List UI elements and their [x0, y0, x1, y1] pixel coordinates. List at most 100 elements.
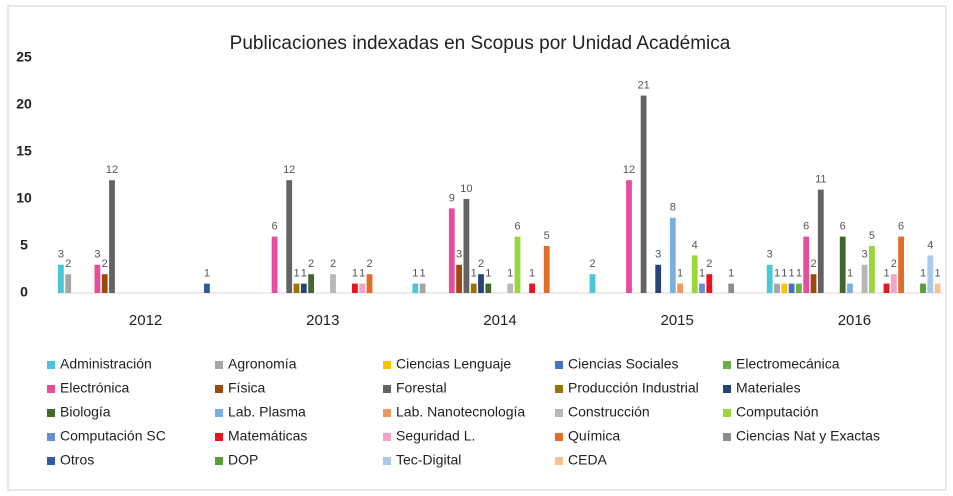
legend-label: Seguridad L. [396, 428, 475, 444]
legend-label: Electromecánica [736, 356, 840, 372]
bar [359, 283, 366, 293]
bar [810, 274, 817, 293]
value-label: 2 [706, 258, 712, 270]
bar [470, 283, 477, 293]
legend-label: Materiales [736, 380, 801, 396]
bar [817, 189, 824, 293]
value-label: 4 [927, 239, 933, 251]
legend-label: Ciencias Lenguaje [396, 356, 511, 372]
legend-swatch [555, 457, 563, 465]
value-label: 1 [293, 268, 299, 280]
value-label: 12 [283, 164, 295, 176]
y-tick-label: 5 [20, 237, 28, 253]
legend-label: Administración [60, 356, 152, 372]
x-tick-label: 2013 [306, 312, 339, 329]
legend-swatch [723, 385, 731, 393]
legend-label: Computación [736, 404, 819, 420]
bar [65, 274, 72, 293]
bar [788, 283, 795, 293]
bar [507, 283, 514, 293]
chart-title: Publicaciones indexadas en Scopus por Un… [230, 33, 731, 54]
legend-swatch [215, 361, 223, 369]
value-label: 1 [781, 268, 787, 280]
value-label: 6 [840, 221, 846, 233]
bar [308, 274, 314, 293]
legend-label: CEDA [568, 452, 608, 468]
legend-swatch [555, 433, 563, 441]
bar [109, 180, 115, 293]
bar [839, 236, 846, 293]
y-tick-label: 10 [16, 190, 32, 206]
bar [204, 283, 210, 293]
value-label: 2 [478, 258, 484, 270]
bar [514, 236, 521, 293]
bar [286, 180, 293, 293]
value-label: 1 [935, 268, 941, 280]
bar [293, 283, 300, 293]
bar [847, 283, 853, 293]
bar [803, 236, 810, 293]
value-label: 1 [883, 268, 889, 280]
legend-swatch [47, 409, 55, 417]
y-tick-label: 15 [16, 143, 32, 159]
legend-swatch [383, 361, 391, 369]
value-label: 1 [471, 268, 477, 280]
x-tick-label: 2014 [483, 312, 516, 329]
value-label: 1 [204, 268, 210, 280]
bar [448, 208, 455, 293]
bar [589, 274, 596, 293]
bar [300, 283, 307, 293]
value-label: 2 [330, 258, 336, 270]
legend-label: Forestal [396, 380, 447, 396]
bar [898, 236, 904, 293]
bar [543, 246, 550, 293]
value-label: 1 [301, 268, 307, 280]
value-label: 10 [460, 183, 472, 195]
value-label: 4 [692, 239, 698, 251]
legend-label: Agronomía [228, 356, 297, 372]
legend-label: Electrónica [60, 380, 129, 396]
bar [478, 274, 484, 293]
chart-frame [7, 5, 947, 491]
value-label: 1 [352, 268, 358, 280]
value-label: 9 [449, 192, 455, 204]
legend-swatch [723, 361, 731, 369]
value-label: 11 [815, 174, 826, 186]
legend-swatch [555, 361, 563, 369]
value-label: 21 [637, 80, 649, 92]
legend-label: Biología [60, 404, 111, 420]
value-label: 1 [796, 268, 802, 280]
bar [94, 264, 101, 293]
y-tick-label: 25 [16, 49, 32, 65]
legend-swatch [723, 433, 731, 441]
value-label: 1 [774, 268, 780, 280]
bar [640, 95, 647, 293]
value-label: 1 [677, 268, 683, 280]
bar [728, 283, 735, 293]
x-tick-label: 2016 [838, 312, 871, 329]
bar [890, 274, 897, 293]
bar [927, 255, 934, 293]
bar [669, 217, 676, 293]
value-label: 12 [106, 164, 118, 176]
x-tick-label: 2015 [661, 312, 694, 329]
legend-label: Química [568, 428, 620, 444]
value-label: 1 [920, 268, 926, 280]
legend-swatch [723, 409, 731, 417]
value-label: 1 [507, 268, 513, 280]
value-label: 3 [94, 249, 100, 261]
legend-label: DOP [228, 452, 258, 468]
value-label: 1 [847, 268, 853, 280]
legend-swatch [215, 457, 223, 465]
legend-label: Producción Industrial [568, 380, 699, 396]
legend-swatch [555, 409, 563, 417]
bar [861, 264, 868, 293]
bar [485, 283, 492, 293]
value-label: 3 [655, 249, 661, 261]
legend-swatch [215, 433, 223, 441]
value-label: 2 [891, 258, 897, 270]
bar [655, 264, 662, 293]
bar [101, 274, 108, 293]
value-label: 3 [58, 249, 64, 261]
